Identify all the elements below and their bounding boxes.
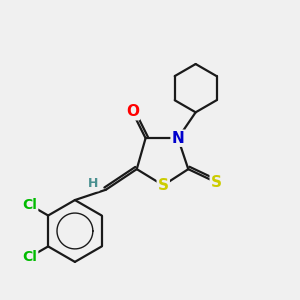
Text: H: H: [88, 177, 99, 190]
Text: S: S: [158, 178, 169, 193]
Text: Cl: Cl: [22, 198, 37, 212]
Text: N: N: [172, 131, 184, 146]
Text: O: O: [126, 104, 139, 119]
Text: S: S: [211, 175, 222, 190]
Text: Cl: Cl: [22, 250, 37, 264]
